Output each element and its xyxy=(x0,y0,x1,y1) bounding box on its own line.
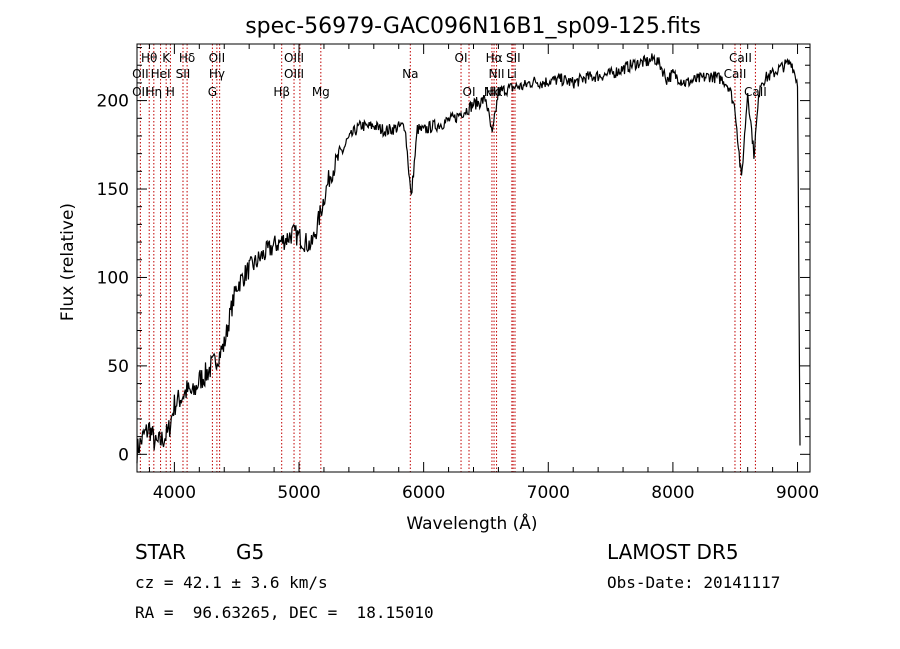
object-class: STAR xyxy=(135,540,186,564)
line-label: CaII xyxy=(724,67,747,81)
y-axis-ticks: 0 50 100 150 200 xyxy=(97,47,810,465)
line-label: OII xyxy=(132,85,149,99)
line-label: Mg xyxy=(312,85,330,99)
y-tick-label: 100 xyxy=(97,268,129,288)
line-markers xyxy=(139,44,756,472)
line-label: OIII xyxy=(284,51,304,65)
y-tick-label: 50 xyxy=(107,357,129,377)
x-tick-label: 6000 xyxy=(402,483,445,503)
line-label: Li xyxy=(507,67,517,81)
x-axis-label: Wavelength (Å) xyxy=(406,512,537,534)
x-axis-ticks: 4000 5000 6000 7000 8000 9000 xyxy=(148,44,819,503)
redshift-velocity: cz = 42.1 ± 3.6 km/s xyxy=(135,573,328,592)
line-label: OIII xyxy=(284,67,304,81)
line-label: SII xyxy=(506,51,521,65)
line-label: Hδ xyxy=(179,51,195,65)
line-label: OII xyxy=(132,67,149,81)
line-label: CaII xyxy=(729,51,752,65)
line-label: G xyxy=(208,85,217,99)
y-tick-label: 150 xyxy=(97,180,129,200)
line-label: Hβ xyxy=(273,85,290,99)
x-tick-label: 9000 xyxy=(776,483,819,503)
y-axis-label: Flux (relative) xyxy=(58,203,78,321)
chart-title: spec-56979-GAC096N16B1_sp09-125.fits xyxy=(245,14,701,39)
line-label: Hη xyxy=(146,85,163,99)
line-label: NII xyxy=(489,67,505,81)
line-label: NII xyxy=(484,85,500,99)
x-tick-label: 5000 xyxy=(277,483,320,503)
plot-frame xyxy=(136,43,811,473)
x-tick-label: 8000 xyxy=(651,483,694,503)
x-tick-label: 4000 xyxy=(153,483,196,503)
line-label: H xyxy=(166,85,175,99)
line-label: OI xyxy=(455,51,468,65)
line-label: Hα xyxy=(486,51,503,65)
line-label: OI xyxy=(463,85,476,99)
line-label: SII xyxy=(176,67,191,81)
coordinates: RA = 96.63265, DEC = 18.15010 xyxy=(135,603,434,622)
spectrum-line xyxy=(136,53,801,464)
line-label: OII xyxy=(209,51,226,65)
line-label: HeI xyxy=(151,67,171,81)
line-label: Hθ xyxy=(141,51,157,65)
line-label: Na xyxy=(402,67,418,81)
y-tick-label: 0 xyxy=(118,445,129,465)
spectral-subclass: G5 xyxy=(236,540,265,564)
line-label: Hγ xyxy=(209,67,225,81)
survey-name: LAMOST DR5 xyxy=(607,540,739,564)
x-tick-label: 7000 xyxy=(527,483,570,503)
observation-date: Obs-Date: 20141117 xyxy=(607,573,781,592)
line-label: CaII xyxy=(744,85,767,99)
line-label: K xyxy=(162,51,171,65)
y-tick-label: 200 xyxy=(97,92,129,112)
